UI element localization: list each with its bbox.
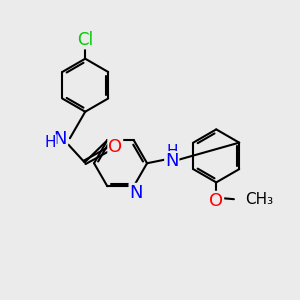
Text: N: N [165,152,178,170]
Text: N: N [54,130,67,148]
Text: O: O [209,192,223,210]
Text: N: N [129,184,143,202]
Text: O: O [108,138,122,156]
Text: H: H [166,144,178,159]
Text: Cl: Cl [77,31,93,49]
Text: H: H [44,135,56,150]
Text: CH₃: CH₃ [245,192,273,207]
